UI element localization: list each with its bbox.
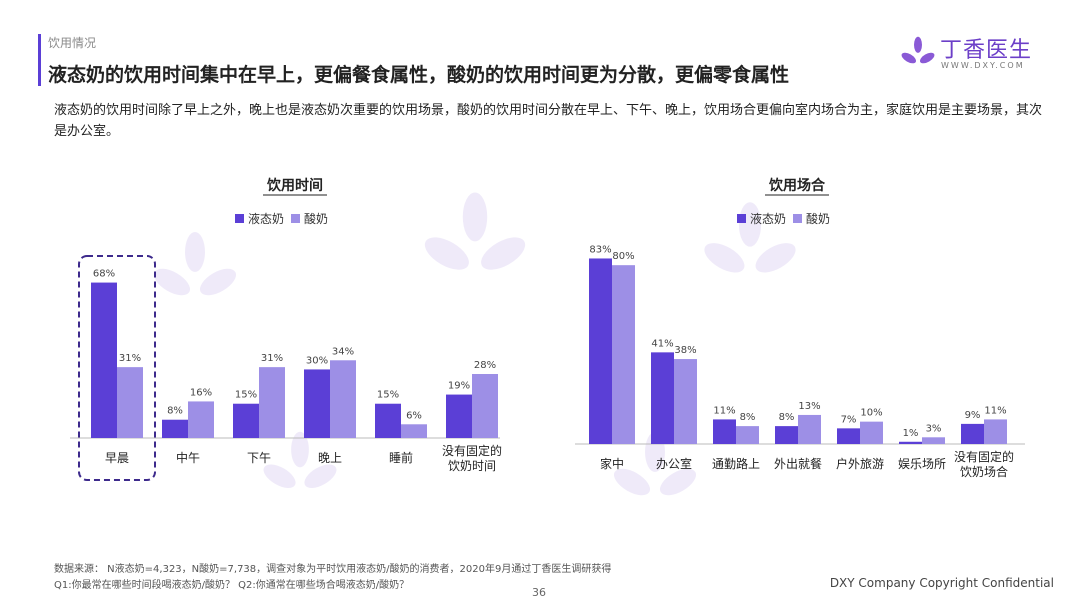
bar-liquid-milk bbox=[775, 426, 798, 444]
data-label: 30% bbox=[306, 355, 328, 366]
bar-liquid-milk bbox=[446, 394, 472, 438]
data-label: 38% bbox=[674, 345, 696, 356]
data-label: 11% bbox=[713, 405, 735, 416]
legend-swatch-1 bbox=[793, 214, 802, 223]
bar-yogurt bbox=[612, 265, 635, 444]
category-label: 办公室 bbox=[656, 456, 692, 471]
category-label: 通勤路上 bbox=[712, 456, 760, 471]
legend-label-0: 液态奶 bbox=[248, 211, 284, 226]
page-description: 液态奶的饮用时间除了早上之外，晚上也是液态奶次重要的饮用场景，酸奶的饮用时间分散… bbox=[54, 103, 1043, 139]
bar-yogurt bbox=[736, 426, 759, 444]
bar-yogurt bbox=[188, 401, 214, 438]
data-label: 13% bbox=[798, 401, 820, 412]
data-label: 9% bbox=[965, 410, 981, 421]
page-title: 液态奶的饮用时间集中在早上，更偏餐食属性，酸奶的饮用时间更为分散，更偏零食属性 bbox=[48, 64, 790, 86]
chart-title: 饮用场合 bbox=[768, 177, 826, 194]
bar-liquid-milk bbox=[899, 441, 922, 444]
data-label: 15% bbox=[377, 390, 399, 401]
data-label: 31% bbox=[261, 353, 283, 364]
bar-yogurt bbox=[922, 437, 945, 444]
data-label: 8% bbox=[779, 412, 795, 423]
section-accent-bar bbox=[38, 34, 41, 86]
category-label: 娱乐场所 bbox=[898, 457, 946, 471]
legend-swatch-0 bbox=[235, 214, 244, 223]
legend-label-1: 酸奶 bbox=[806, 211, 830, 226]
data-label: 80% bbox=[612, 251, 634, 262]
data-label: 68% bbox=[93, 269, 115, 280]
bar-yogurt bbox=[860, 421, 883, 444]
data-label: 28% bbox=[474, 360, 496, 371]
data-label: 7% bbox=[841, 414, 857, 425]
data-label: 8% bbox=[167, 406, 183, 417]
bar-yogurt bbox=[401, 424, 427, 438]
bar-liquid-milk bbox=[304, 369, 330, 438]
bar-yogurt bbox=[472, 374, 498, 438]
category-label: 外出就餐 bbox=[774, 456, 822, 471]
category-label: 户外旅游 bbox=[836, 456, 884, 471]
bar-yogurt bbox=[674, 359, 697, 444]
bar-yogurt bbox=[984, 419, 1007, 444]
copyright: DXY Company Copyright Confidential bbox=[829, 576, 1054, 590]
logo-text: 丁香医生 bbox=[940, 38, 1033, 63]
bar-liquid-milk bbox=[589, 258, 612, 444]
data-label: 15% bbox=[235, 390, 257, 401]
chart-title: 饮用时间 bbox=[266, 177, 323, 194]
bar-yogurt bbox=[330, 360, 356, 438]
data-label: 41% bbox=[651, 338, 673, 349]
bar-liquid-milk bbox=[233, 403, 259, 438]
data-source: 数据来源： N液态奶=4,323，N酸奶=7,738，调查对象为平时饮用液态奶/… bbox=[54, 562, 611, 594]
highlight-box bbox=[78, 255, 156, 481]
category-label: 早晨 bbox=[105, 451, 129, 465]
data-source-line-2: Q1:你最常在哪些时间段喝液态奶/酸奶？ Q2:你通常在哪些场合喝液态奶/酸奶？ bbox=[54, 580, 410, 591]
legend-label-1: 酸奶 bbox=[304, 211, 328, 226]
bar-yogurt bbox=[117, 367, 143, 438]
data-label: 16% bbox=[190, 387, 212, 398]
category-label: 中午 bbox=[176, 450, 200, 465]
bar-liquid-milk bbox=[651, 352, 674, 444]
bar-liquid-milk bbox=[713, 419, 736, 444]
bar-yogurt bbox=[798, 414, 821, 444]
logo-url: WWW.DXY.COM bbox=[941, 61, 1025, 70]
data-label: 6% bbox=[406, 410, 422, 421]
data-label: 34% bbox=[332, 346, 354, 357]
chart-drinking-time: 饮用时间液态奶 酸奶 68% 31% 早晨 8% 16% 中午 15% 31% 下午 30% 34% 晚上… bbox=[70, 170, 530, 490]
logo: 丁香医生 WWW.DXY.COM bbox=[900, 32, 1040, 76]
bar-liquid-milk bbox=[837, 428, 860, 444]
data-label: 31% bbox=[119, 353, 141, 364]
category-label: 下午 bbox=[247, 451, 271, 465]
section-label: 饮用情况 bbox=[48, 36, 97, 50]
category-label: 晚上 bbox=[318, 451, 342, 465]
data-label: 83% bbox=[589, 244, 611, 255]
category-label: 家中 bbox=[600, 456, 624, 471]
logo-flower-icon bbox=[901, 36, 935, 64]
bar-liquid-milk bbox=[961, 423, 984, 444]
category-label: 没有固定的饮奶场合 bbox=[954, 449, 1014, 479]
page-number: 36 bbox=[532, 586, 546, 599]
bar-liquid-milk bbox=[91, 282, 117, 438]
legend-label-0: 液态奶 bbox=[750, 211, 786, 226]
data-label: 19% bbox=[448, 381, 470, 392]
data-label: 11% bbox=[984, 405, 1006, 416]
legend-swatch-1 bbox=[291, 214, 300, 223]
bar-yogurt bbox=[259, 367, 285, 438]
chart-drinking-occasion: 饮用场合 液态奶 酸奶 83% 80% 家中 41% 38% 办公室 11% 8% 通勤路上 8% 13%… bbox=[575, 170, 1035, 490]
data-label: 8% bbox=[740, 412, 756, 423]
category-label: 没有固定的饮奶时间 bbox=[442, 443, 502, 473]
bar-liquid-milk bbox=[375, 403, 401, 438]
data-label: 1% bbox=[903, 428, 919, 439]
legend-swatch-0 bbox=[737, 214, 746, 223]
data-label: 10% bbox=[860, 408, 882, 419]
data-label: 3% bbox=[926, 423, 942, 434]
bar-liquid-milk bbox=[162, 419, 188, 438]
data-source-line-1: 数据来源： N液态奶=4,323，N酸奶=7,738，调查对象为平时饮用液态奶/… bbox=[54, 564, 612, 575]
category-label: 睡前 bbox=[389, 450, 413, 465]
